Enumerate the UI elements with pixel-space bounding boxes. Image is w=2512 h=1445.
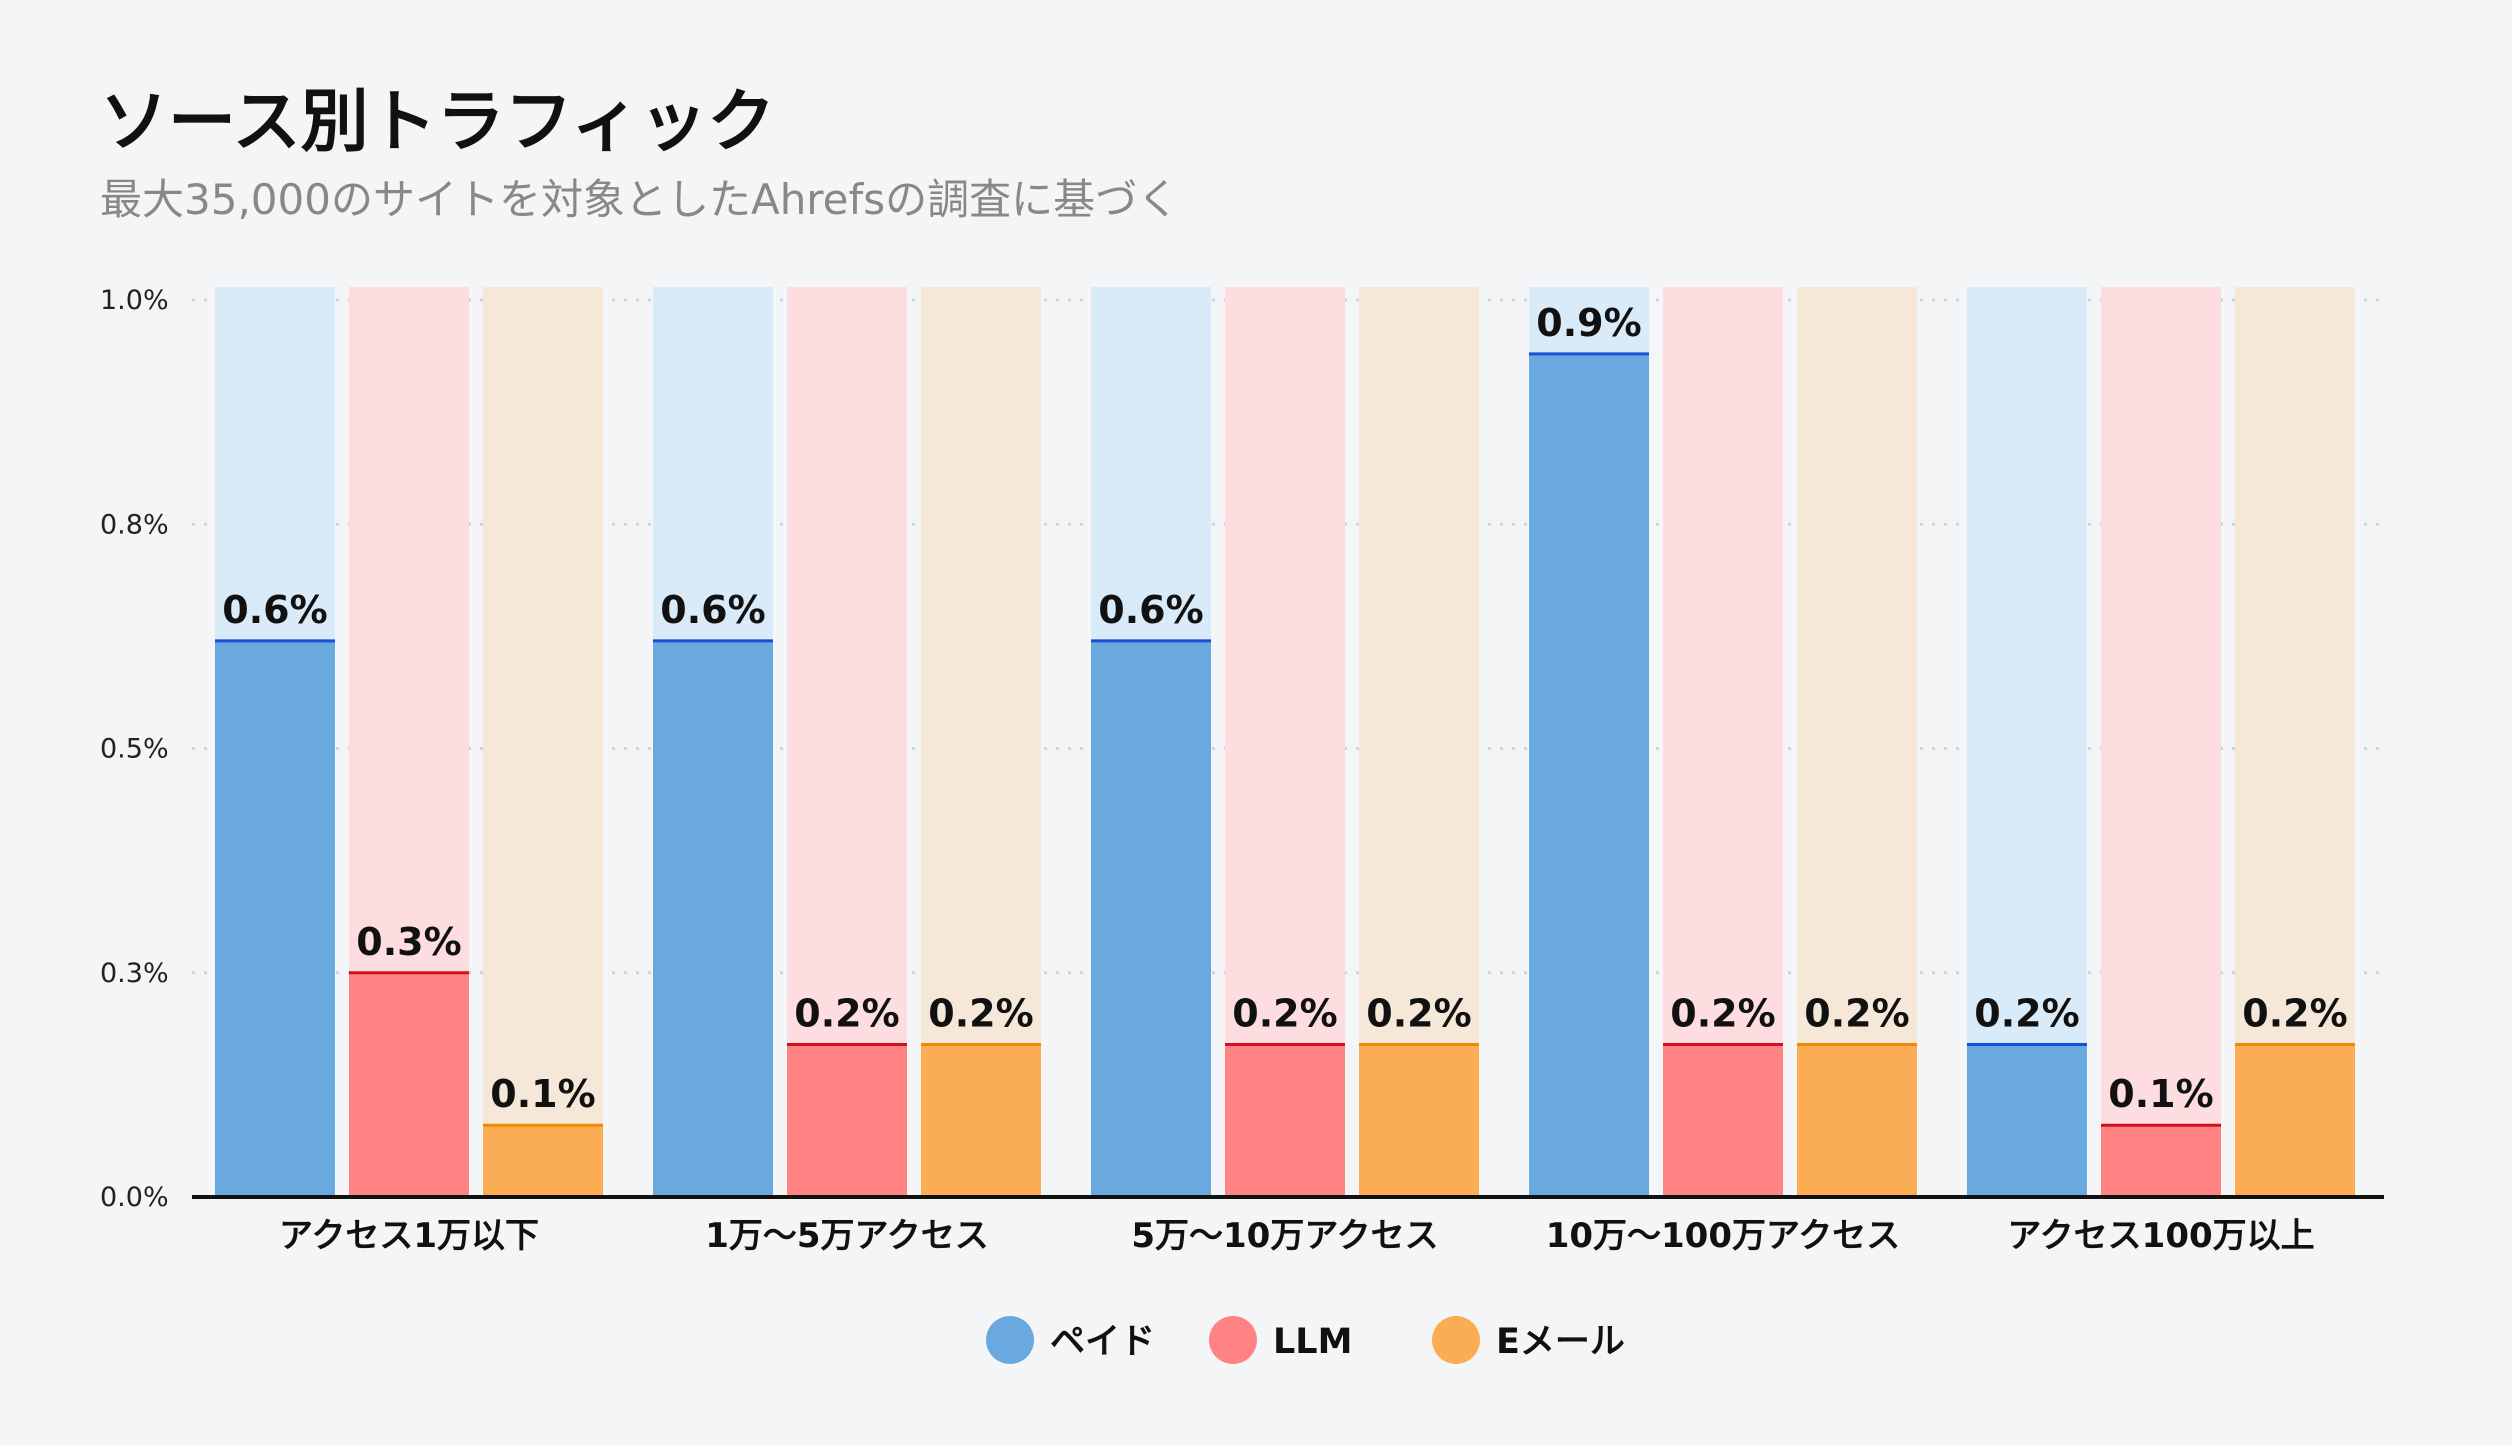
bar — [1529, 353, 1649, 1197]
data-label: 0.6% — [1098, 588, 1203, 632]
bar — [215, 640, 335, 1197]
legend-swatch — [1432, 1316, 1480, 1364]
legend-label: ペイド — [1050, 1322, 1155, 1362]
data-label: 0.1% — [490, 1072, 595, 1116]
data-label: 0.3% — [356, 920, 461, 964]
bar — [787, 1044, 907, 1197]
bar — [1225, 1044, 1345, 1197]
y-tick-label: 0.0% — [100, 1182, 169, 1213]
chart-title: ソース別トラフィック — [100, 83, 775, 162]
data-label: 0.2% — [928, 992, 1033, 1036]
legend-label: Eメール — [1496, 1322, 1625, 1362]
legend-swatch — [1209, 1316, 1257, 1364]
legend-label: LLM — [1273, 1322, 1352, 1362]
data-label: 0.9% — [1536, 301, 1641, 345]
data-label: 0.2% — [794, 992, 899, 1036]
x-category-label: アクセス1万以下 — [279, 1216, 539, 1256]
bar — [2235, 1044, 2355, 1197]
data-label: 0.2% — [2242, 992, 2347, 1036]
bar-background — [2101, 287, 2221, 1197]
data-label: 0.2% — [1804, 992, 1909, 1036]
x-category-label: 10万〜100万アクセス — [1546, 1216, 1901, 1256]
data-label: 0.2% — [1366, 992, 1471, 1036]
bar — [1663, 1044, 1783, 1197]
x-category-label: 1万〜5万アクセス — [705, 1216, 989, 1256]
x-category-label: 5万〜10万アクセス — [1131, 1216, 1438, 1256]
data-label: 0.2% — [1670, 992, 1775, 1036]
y-tick-label: 0.8% — [100, 509, 169, 540]
bar — [483, 1125, 603, 1197]
bar — [2101, 1125, 2221, 1197]
x-category-label: アクセス100万以上 — [2007, 1216, 2314, 1256]
legend-swatch — [986, 1316, 1034, 1364]
data-label: 0.2% — [1232, 992, 1337, 1036]
data-label: 0.2% — [1974, 992, 2079, 1036]
y-tick-label: 1.0% — [100, 285, 169, 316]
data-label: 0.6% — [660, 588, 765, 632]
data-label: 0.6% — [222, 588, 327, 632]
y-tick-label: 0.5% — [100, 734, 169, 765]
chart-subtitle: 最大35,000のサイトを対象としたAhrefsの調査に基づく — [100, 175, 1179, 224]
bar — [653, 640, 773, 1197]
bar — [1359, 1044, 1479, 1197]
bar — [1091, 640, 1211, 1197]
bar — [349, 972, 469, 1197]
y-tick-label: 0.3% — [100, 958, 169, 989]
bar — [921, 1044, 1041, 1197]
bar — [1797, 1044, 1917, 1197]
bar-background — [483, 287, 603, 1197]
data-label: 0.1% — [2108, 1072, 2213, 1116]
bar — [1967, 1044, 2087, 1197]
